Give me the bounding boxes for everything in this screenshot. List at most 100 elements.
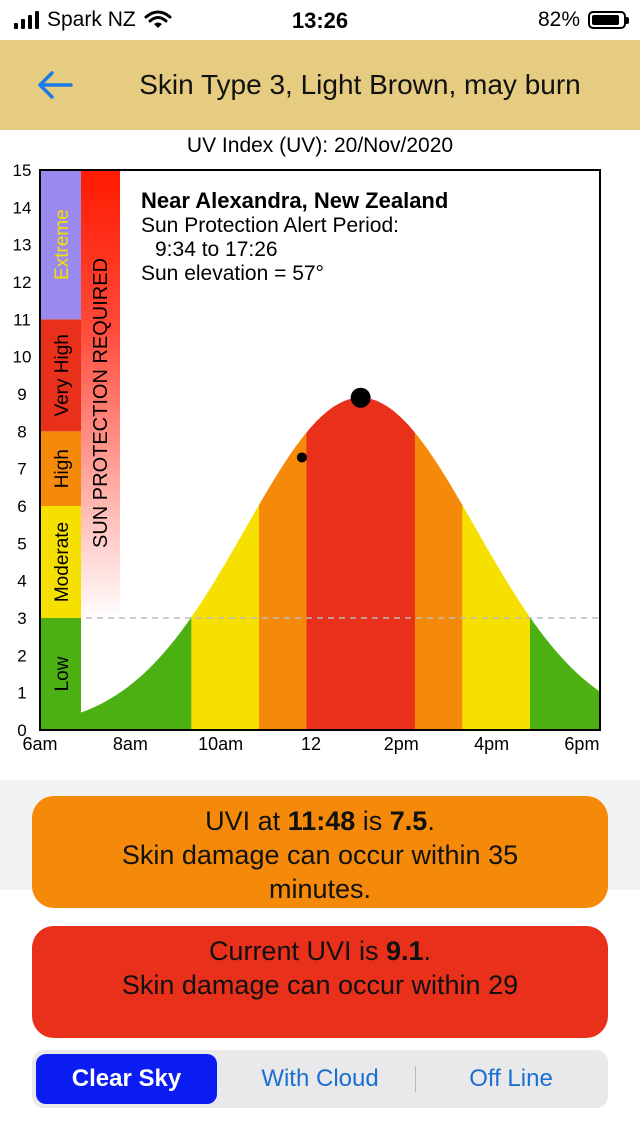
status-right: 82% [538,8,629,32]
clear-sky-segment[interactable]: Clear Sky [36,1054,217,1104]
off-line-segment[interactable]: Off Line [469,1065,553,1092]
status-time: 13:26 [291,8,349,33]
segment-divider [415,1066,416,1092]
uv-area-slice [274,397,278,730]
uv-area-slice [405,397,409,730]
uv-area-slice [297,397,301,730]
uv-area-slice [374,397,378,730]
uv-area-slice [428,397,432,730]
uv-area-slice [329,397,332,730]
uv-area-slice [365,397,369,730]
uv-area-slice [473,397,477,730]
card1-damage-line: Skin damage can occur within 35 [121,840,519,870]
uv-area-slice [457,397,461,730]
card1-mid: is [355,806,390,836]
legend-band-extreme [40,170,81,320]
uv-area-slice [399,397,402,730]
back-button[interactable] [30,60,80,110]
uv-area-slice [342,397,346,730]
uv-area-slice [299,397,303,730]
y-tick-label: 4 [17,572,26,591]
uv-area-slice [301,397,305,730]
uv-area-slice [419,397,423,730]
uv-area-slice [390,397,393,730]
uv-area-slice [484,397,488,730]
legend-label-very-high: Very High [52,334,73,416]
uv-area-slice [430,397,434,730]
card1-value: 7.5 [389,806,428,836]
y-tick-label: 6 [17,497,26,516]
legend-band-very-high [40,319,81,432]
uv-area-slice [320,397,323,730]
uv-area-slice [426,397,429,730]
uv-area-slice [371,397,375,730]
x-tick-label: 6pm [564,734,599,754]
uv-area-slice [247,397,251,730]
legend-label-high: High [52,449,73,488]
uv-area-slice [229,397,233,730]
uv-area-slice [380,397,384,730]
uv-area-slice [471,397,475,730]
carrier-label: Spark NZ [47,8,136,31]
uv-area-slice [462,397,466,730]
with-cloud-segment[interactable]: With Cloud [261,1065,379,1092]
uv-area-slice [252,397,256,730]
uv-area-slice [417,397,420,730]
uv-area-slice [279,397,283,730]
uv-area-slice [367,397,371,730]
uv-area-slice [268,397,271,730]
legend-band-high [40,431,81,506]
uv-area-slice [322,397,326,730]
uv-chart-svg[interactable]: SUN PROTECTION REQUIRED Low Moderate High Ve… [0,130,640,780]
uv-area-slice [288,397,292,730]
uv-area-slice [439,397,443,730]
uv-chart: SUN PROTECTION REQUIRED Low Moderate High Ve… [0,130,640,780]
status-left: Spark NZ [14,8,172,32]
uv-area-slice [261,397,265,730]
x-tick-label: 6am [22,734,57,754]
nav-header: Skin Type 3, Light Brown, may burn [0,40,640,130]
uv-area-slice [349,397,353,730]
uv-area-slice [245,397,249,730]
uv-area-slice [464,397,468,730]
uv-area-slice [444,397,448,730]
legend-band-moderate [40,506,81,618]
uv-area-slice [475,397,479,730]
uv-area-slice [487,397,490,730]
uv-area-slice [263,397,267,730]
uv-area-slice [324,397,328,730]
current-uvi-line: Current UVI is 9.1. [32,934,608,968]
uv-area-slice [333,397,337,730]
card1-prefix: UVI at [205,806,288,836]
uv-area-slice [351,397,355,730]
uv-area-slice [455,397,459,730]
uv-area-slice [460,397,463,730]
x-tick-label: 10am [198,734,243,754]
plot-border [39,169,601,731]
uv-area-slice [331,397,335,730]
uv-area-slice [281,397,285,730]
y-tick-label: 0 [17,721,26,740]
uv-area-slice [410,397,414,730]
uv-area-slice [243,397,247,730]
uvi-at-time-card: UVI at 11:48 is 7.5. Skin damage can occ… [32,796,608,908]
uv-area-slice [236,397,240,730]
uv-area-slice [383,397,387,730]
uv-area-slice [256,397,260,730]
card2-value: 9.1 [385,936,424,966]
signal-icon [14,11,39,29]
y-tick-label: 1 [17,684,26,703]
uv-area-slice [437,397,441,730]
sky-mode-segmented-control: Clear Sky With Cloud Off Line [32,1050,608,1108]
uv-area-slice [448,397,452,730]
alert-period-label: Sun Protection Alert Period: [141,214,399,237]
y-tick-label: 8 [17,422,26,441]
uv-area-slice [387,397,391,730]
uv-area-slice [362,397,366,730]
arrow-left-icon [38,71,73,99]
y-tick-label: 13 [13,236,32,255]
uv-area-slice [491,397,495,730]
card2-damage-line: Skin damage can occur within 29 [121,970,519,1000]
uv-area-slice [432,397,436,730]
y-tick-label: 7 [17,460,26,479]
